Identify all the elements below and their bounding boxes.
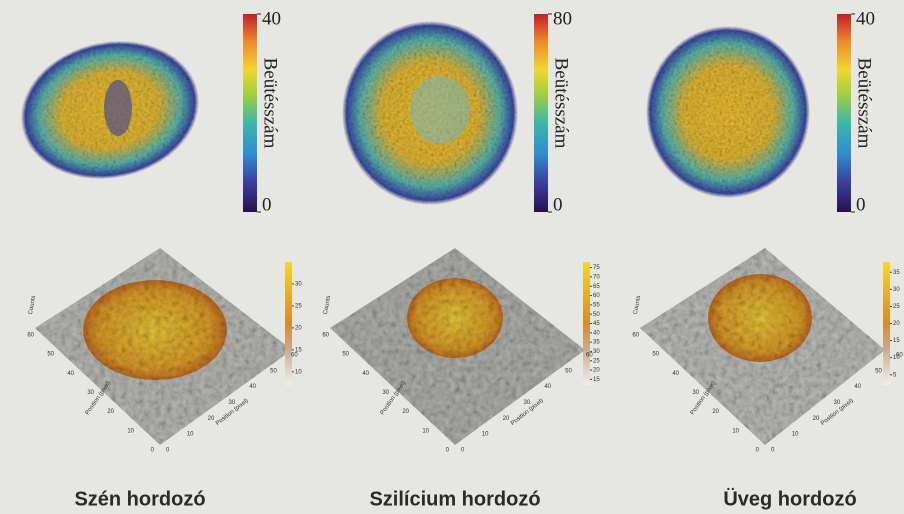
surface-y-tick-label: 30 [692,390,699,396]
surface-colorbar-tick-label: 20 [593,368,600,374]
surface-y-tick-label: 50 [47,352,54,358]
colorbar-tick-label: 0 [856,194,866,215]
surface-x-tick-label: 30 [524,400,531,406]
surface-y-tick-label: 0 [756,448,760,454]
surface-y-tick-label: 40 [67,371,74,377]
surface-x-tick-label: 0 [461,448,465,454]
heatmap-image [646,26,810,198]
surface-peak [83,280,227,380]
surface-x-tick-label: 30 [834,400,841,406]
surface-x-tick-label: 10 [792,432,799,438]
surface-x-tick-label: 60 [896,353,903,359]
caption: Üveg hordozó [723,487,856,510]
surface-colorbar-tick-label: 15 [593,377,600,383]
surface-peak [407,278,503,358]
heatmap-image [104,80,132,136]
colorbar-tick-label: 40 [262,8,281,29]
colorbar-tick-label: 0 [262,194,272,215]
surface-x-tick-label: 40 [249,384,256,390]
surface-colorbar [883,262,890,385]
surface-y-tick-label: 40 [362,371,369,377]
surface-colorbar-tick-label: 40 [593,330,600,336]
surface-x-tick-label: 40 [544,384,551,390]
surface-y-tick-label: 30 [87,390,94,396]
colorbar-tick-label: 80 [553,8,572,29]
surface-colorbar-tick-label: 25 [295,304,302,310]
surface-x-tick-label: 50 [270,368,277,374]
colorbar [837,14,851,212]
surface-z-label: Counts [323,295,332,315]
surface-y-tick-label: 60 [632,333,639,339]
heatmap-image [410,76,470,144]
surface-y-tick-label: 30 [382,390,389,396]
surface-colorbar [285,262,292,385]
surface-x-tick-label: 20 [208,416,215,422]
surface-colorbar-tick-label: 50 [593,312,600,318]
surface-x-tick-label: 10 [187,432,194,438]
surface-colorbar-tick-label: 5 [893,372,897,378]
surface-y-tick-label: 60 [322,333,329,339]
surface-peak [708,274,812,362]
surface-y-tick-label: 20 [107,409,114,415]
colorbar-label: Beütésszám [551,58,572,149]
surface-colorbar-tick-label: 70 [593,274,600,280]
heatmap-images [20,21,810,205]
surface-colorbar-tick-label: 25 [593,358,600,364]
surface-x-tick-label: 50 [875,368,882,374]
surface-colorbar-tick-label: 45 [593,321,600,327]
surface-x-tick-label: 30 [229,400,236,406]
colorbar [534,14,548,212]
surface-z-label: Counts [633,295,642,315]
surface-colorbar-tick-label: 15 [893,338,900,344]
colorbar-label: Beütésszám [260,58,281,149]
surface-y-tick-label: 50 [342,352,349,358]
surface-colorbar-tick-label: 20 [295,325,302,331]
surface-x-tick-label: 40 [854,384,861,390]
colorbar-tick-label: 0 [553,194,563,215]
surface-colorbar-tick-label: 65 [593,284,600,290]
surface-x-tick-label: 20 [813,416,820,422]
surface-colorbar-tick-label: 10 [893,355,900,361]
surface-y-tick-label: 0 [446,448,450,454]
surface-x-tick-label: 60 [291,353,298,359]
surface-y-tick-label: 10 [732,428,739,434]
caption: Szén hordozó [74,488,205,510]
surface-y-tick-label: 0 [151,448,155,454]
surface-plots [35,248,885,445]
surface-x-tick-label: 10 [482,432,489,438]
surface-x-tick-label: 60 [586,353,593,359]
surface-y-tick-label: 20 [402,409,409,415]
surface-y-tick-label: 50 [652,352,659,358]
surface-colorbar-tick-label: 55 [593,302,600,308]
colorbar [243,14,257,212]
surface-colorbar-tick-label: 60 [593,293,600,299]
surface-y-tick-label: 10 [422,428,429,434]
surface-colorbar-tick-label: 20 [893,321,900,327]
caption: Szilícium hordozó [369,488,540,510]
surface-colorbar-tick-label: 15 [295,347,302,353]
colorbar-label: Beütésszám [854,58,875,149]
surface-z-label: Counts [28,295,37,315]
surface-y-tick-label: 60 [27,333,34,339]
surface-x-tick-label: 0 [771,448,775,454]
surface-x-tick-label: 0 [166,448,170,454]
surface-colorbar-tick-label: 30 [593,349,600,355]
surface-colorbar-tick-label: 35 [893,270,900,276]
surface-colorbar-tick-label: 30 [893,287,900,293]
surface-colorbar-tick-label: 25 [893,304,900,310]
surface-y-tick-label: 10 [127,428,134,434]
surface-x-tick-label: 50 [565,368,572,374]
surface-colorbar-tick-label: 10 [295,369,302,375]
surface-y-tick-label: 20 [712,409,719,415]
surface-colorbar [583,262,590,385]
surface-x-tick-label: 20 [503,416,510,422]
surface-y-tick-label: 40 [672,371,679,377]
surface-colorbar-tick-label: 35 [593,340,600,346]
colorbar-tick-label: 40 [856,8,875,29]
surface-colorbar-tick-label: 75 [593,265,600,271]
surface-colorbar-tick-label: 30 [295,282,302,288]
